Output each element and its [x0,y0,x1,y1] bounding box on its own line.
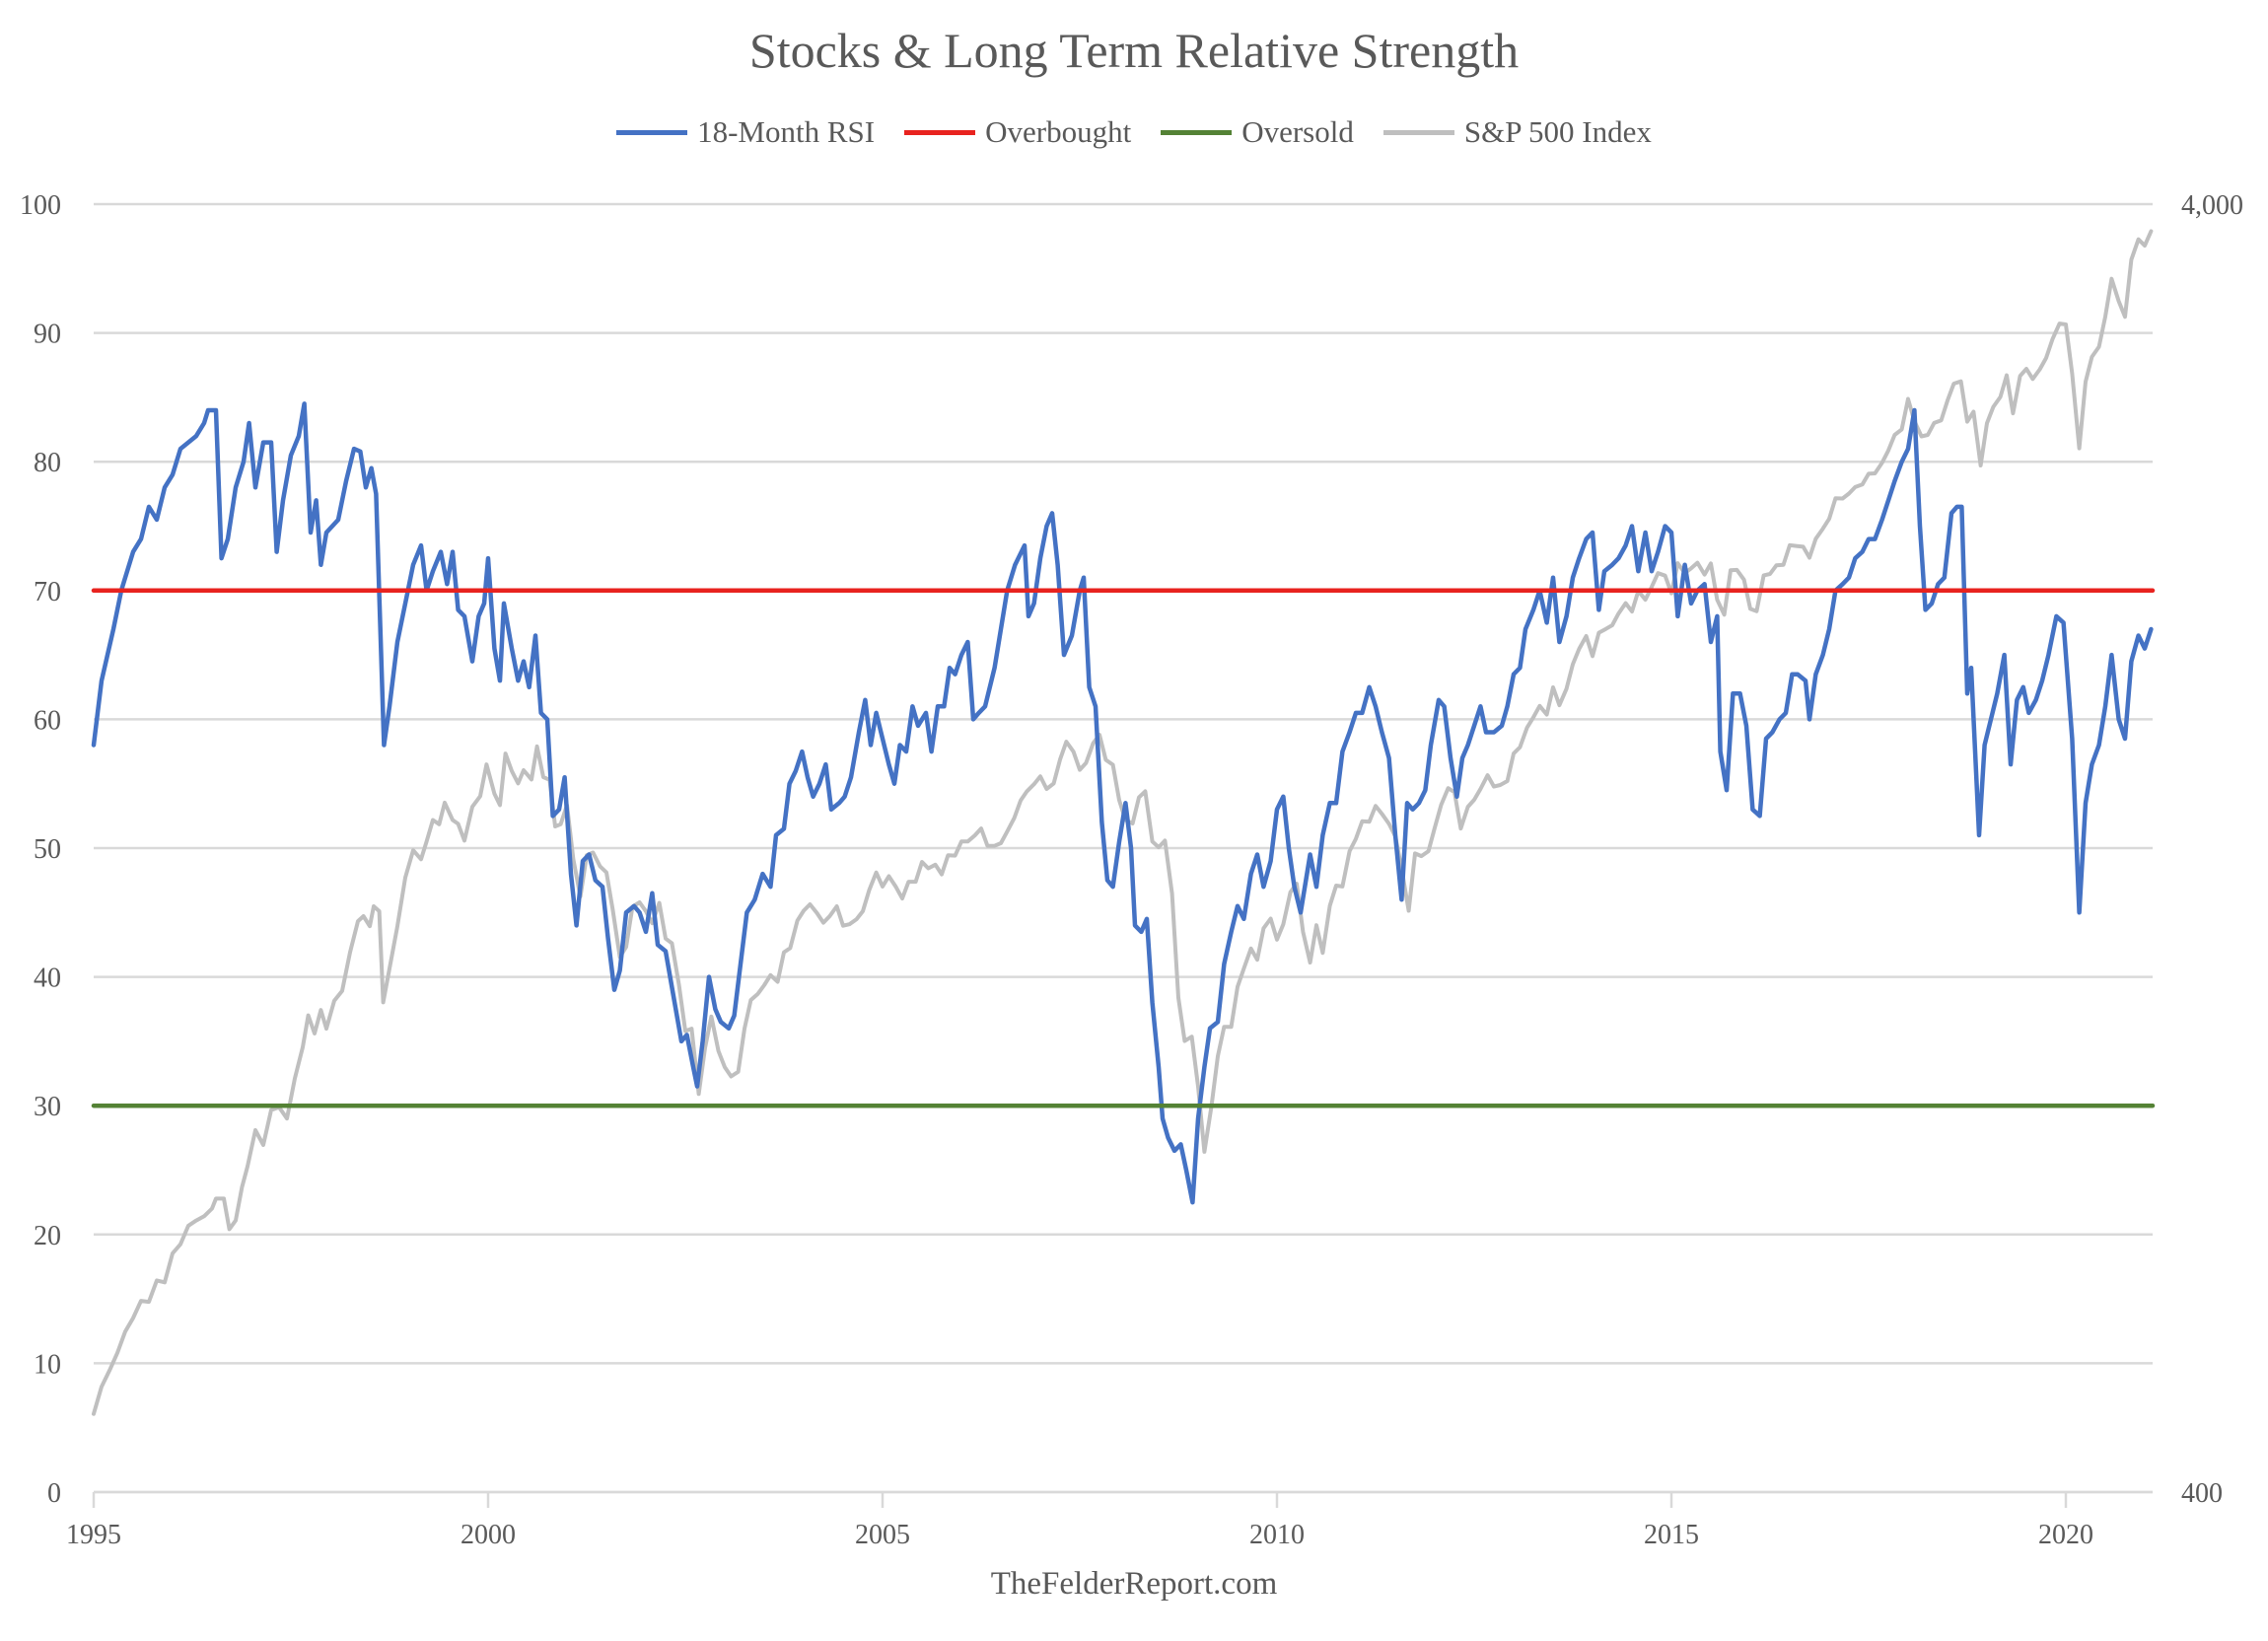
y-tick-label-60: 60 [34,705,61,736]
y-tick-label-80: 80 [34,448,61,478]
y2-tick-label-400: 400 [2181,1478,2223,1509]
y2-tick-label-4000: 4,000 [2181,190,2243,221]
series-line-rsi [91,401,2154,1205]
legend-item-oversold: Oversold [1161,114,1354,150]
legend-swatch-rsi [616,129,688,135]
x-tick-label-2000: 2000 [461,1520,516,1550]
y-tick-label-50: 50 [34,834,61,865]
x-tick-label-2005: 2005 [855,1520,910,1550]
x-tick-label-1995: 1995 [66,1520,121,1550]
legend-label-sp500: S&P 500 Index [1463,114,1652,149]
legend-swatch-sp500 [1382,129,1454,135]
y-tick-label-0: 0 [47,1478,61,1509]
legend-swatch-oversold [1161,129,1233,135]
y-tick-label-90: 90 [34,320,61,350]
x-tick-label-2010: 2010 [1249,1520,1305,1550]
y-tick-label-10: 10 [34,1349,61,1380]
legend-item-overbought: Overbought [904,114,1131,150]
y-tick-label-70: 70 [34,577,61,607]
y-tick-label-40: 40 [34,963,61,994]
source-credit: TheFelderReport.com [990,1566,1278,1602]
series-layer [91,229,2156,1416]
y-tick-label-20: 20 [34,1221,61,1251]
legend: 18-Month RSI Overbought Oversold S&P 500… [0,114,2268,150]
legend-label-oversold: Oversold [1241,114,1354,149]
y-tick-label-30: 30 [34,1092,61,1122]
axis-layer: 0 10 20 30 40 50 60 70 80 90 100 400 4,000 1995 2000 20… [20,190,2243,1550]
chart-title: Stocks & Long Term Relative Strength [748,23,1520,78]
legend-label-overbought: Overbought [985,114,1132,149]
series-line-sp500 [92,229,2154,1416]
x-tick-label-2015: 2015 [1644,1520,1699,1550]
legend-item-rsi: 18-Month RSI [616,114,875,150]
legend-swatch-overbought [904,129,976,135]
x-tick-label-2020: 2020 [2038,1520,2093,1550]
legend-label-rsi: 18-Month RSI [697,114,876,149]
y-tick-label-100: 100 [20,190,61,221]
legend-item-sp500: S&P 500 Index [1382,114,1652,150]
grid-layer [94,202,2153,1494]
